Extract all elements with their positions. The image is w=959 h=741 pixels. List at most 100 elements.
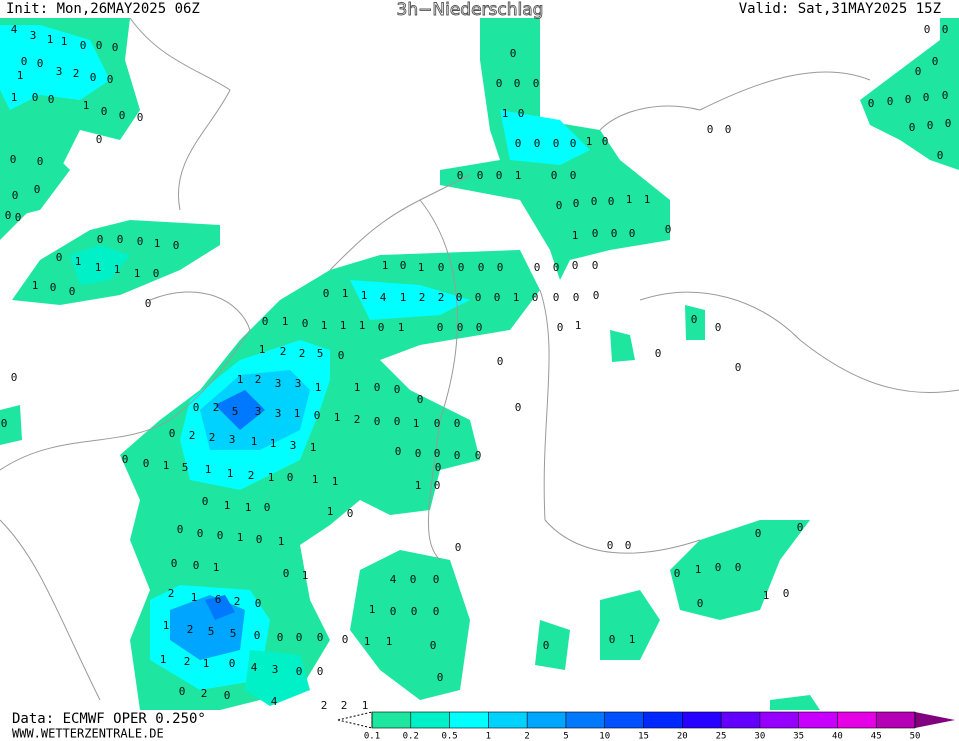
precip-value: 0 [496, 169, 503, 182]
precip-value: 4 [390, 573, 397, 586]
precip-value: 0 [715, 561, 722, 574]
precip-value: 0 [556, 199, 563, 212]
precip-value: 0 [256, 533, 263, 546]
precip-value: 0 [477, 169, 484, 182]
precip-value: 2 [209, 431, 216, 444]
precip-value: 0 [117, 233, 124, 246]
precip-value: 0 [629, 227, 636, 240]
precip-value: 0 [137, 111, 144, 124]
precip-value: 0 [56, 251, 63, 264]
precip-value: 0 [457, 321, 464, 334]
precip-value: 5 [230, 627, 237, 640]
precip-value: 0 [515, 137, 522, 150]
precip-value: 0 [915, 65, 922, 78]
precip-value: 1 [251, 435, 258, 448]
precip-area [685, 305, 705, 340]
colorbar-label: 2 [524, 732, 529, 741]
precip-value: 1 [302, 569, 309, 582]
precip-value: 1 [61, 35, 68, 48]
precip-value: 1 [237, 531, 244, 544]
precip-value: 0 [557, 321, 564, 334]
colorbar: 0.1 0.2 0.5 1 2 5 10 15 20 25 30 35 40 45 50 [364, 711, 955, 741]
colorbar-label: 5 [563, 732, 568, 741]
precip-value: 0 [573, 197, 580, 210]
precip-area [535, 620, 570, 670]
map-title: 3h−Niederschlag [397, 0, 544, 20]
precip-value: 0 [475, 449, 482, 462]
precip-area [500, 110, 590, 165]
colorbar-swatch [798, 712, 838, 728]
precip-value: 0 [715, 321, 722, 334]
precip-value: 0 [394, 415, 401, 428]
precip-value: 0 [302, 317, 309, 330]
precip-value: 1 [134, 267, 141, 280]
precip-value: 0 [317, 631, 324, 644]
precip-value: 1 [515, 169, 522, 182]
colorbar-label: 20 [677, 732, 688, 741]
init-time: Init: Mon,26MAY2025 06Z [6, 1, 200, 17]
precip-value: 0 [435, 461, 442, 474]
precip-value: 0 [122, 453, 129, 466]
precip-value: 1 [294, 407, 301, 420]
colorbar-swatch [837, 712, 877, 728]
precip-value: 3 [272, 663, 279, 676]
precip-value: 0 [229, 657, 236, 670]
data-source: Data: ECMWF OPER 0.250° [12, 711, 206, 727]
precip-value: 0 [153, 267, 160, 280]
precip-value: 1 [513, 291, 520, 304]
colorbar-label: 25 [716, 732, 727, 741]
precip-value: 0 [410, 573, 417, 586]
precip-value: 0 [202, 495, 209, 508]
colorbar-label: 35 [793, 732, 804, 741]
precip-value: 0 [430, 639, 437, 652]
colorbar-label: 30 [754, 732, 765, 741]
precip-value: 1 [315, 381, 322, 394]
colorbar-swatch [565, 712, 606, 728]
precip-value: 1 [245, 501, 252, 514]
precip-area [670, 520, 810, 620]
precip-value: 1 [572, 229, 579, 242]
precip-value: 1 [282, 315, 289, 328]
precip-value: 1 [213, 561, 220, 574]
precip-value: 0 [454, 449, 461, 462]
coastline [329, 174, 471, 271]
precip-value: 1 [369, 603, 376, 616]
precip-value: 0 [119, 109, 126, 122]
precip-value: 0 [417, 393, 424, 406]
precip-value: 0 [433, 573, 440, 586]
colorbar-label: 0.2 [403, 732, 419, 741]
precip-value: 3 [275, 407, 282, 420]
precip-value: 0 [456, 291, 463, 304]
precip-value: 2 [248, 469, 255, 482]
precip-value: 1 [17, 69, 24, 82]
precip-value: 0 [437, 671, 444, 684]
precip-value: 0 [433, 605, 440, 618]
precip-value: 5 [182, 461, 189, 474]
precip-value: 0 [10, 153, 17, 166]
precip-value: 2 [354, 413, 361, 426]
precip-value: 0 [287, 471, 294, 484]
colorbar-label: 10 [599, 732, 610, 741]
website: WWW.WETTERZENTRALE.DE [12, 727, 164, 741]
precip-value: 0 [48, 93, 55, 106]
precip-value: 1 [268, 471, 275, 484]
colorbar-label: 1 [486, 732, 491, 741]
precip-value: 1 [418, 261, 425, 274]
precip-value: 0 [283, 567, 290, 580]
precip-value: 0 [924, 23, 931, 36]
colorbar-swatch [527, 712, 567, 728]
colorbar-label: 40 [832, 732, 843, 741]
precip-value: 1 [160, 653, 167, 666]
precip-value: 0 [905, 93, 912, 106]
precip-value: 0 [193, 401, 200, 414]
precip-value: 0 [390, 605, 397, 618]
precip-value: 0 [707, 123, 714, 136]
precip-value: 0 [553, 137, 560, 150]
precip-value: 0 [97, 233, 104, 246]
precip-value: 1 [95, 261, 102, 274]
precip-value: 0 [923, 91, 930, 104]
precip-value: 0 [437, 321, 444, 334]
precip-value: 0 [475, 291, 482, 304]
precip-value: 1 [163, 459, 170, 472]
precip-value: 0 [96, 133, 103, 146]
